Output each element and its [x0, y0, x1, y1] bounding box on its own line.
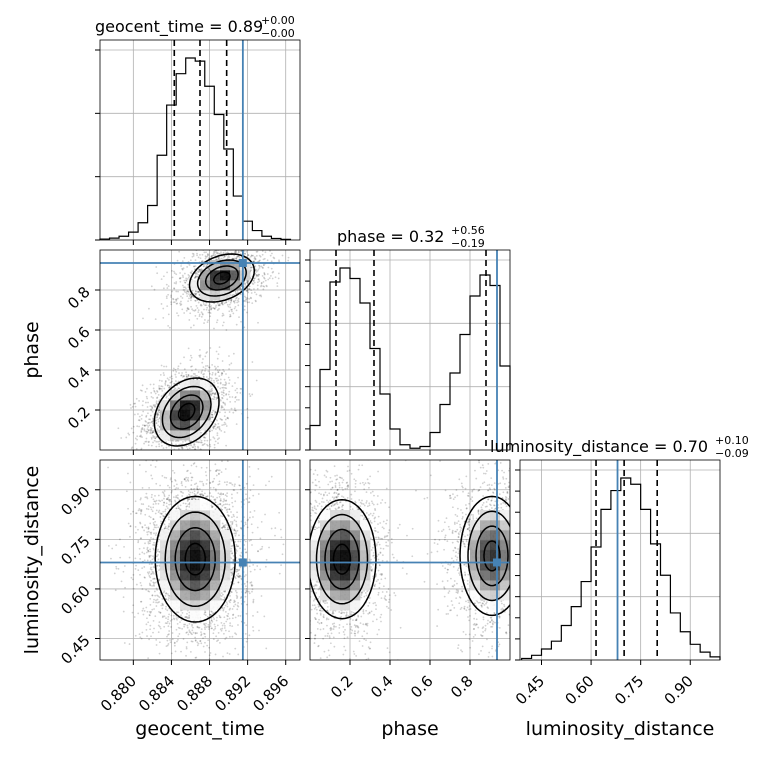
panel-geocent-time-vs-phase-truth-marker: [238, 259, 247, 267]
diag-luminosity-distance-ygrid: [520, 469, 720, 598]
panel-geocent-time-vs-phase-contour: [196, 259, 247, 297]
title-luminosity-distance-plus: +0.10: [715, 434, 749, 447]
xtick-label-luminosity-distance: 0.90: [661, 672, 697, 708]
ytick-label-luminosity-distance: 0.75: [57, 532, 93, 568]
xtick-label-phase: 0.4: [367, 672, 397, 702]
panel-phase-vs-luminosity-distance-density-cells: [310, 510, 510, 611]
ytick-label-luminosity-distance: 0.60: [57, 582, 93, 618]
panel-geocent-time-vs-luminosity-distance-contour: [174, 527, 216, 592]
panel-geocent-time-vs-luminosity-distance-contour: [164, 511, 226, 608]
panel-geocent-time-vs-phase-contour: [161, 385, 212, 439]
title-geocent-time: geocent_time = 0.89: [95, 17, 263, 37]
title-luminosity-distance-main: luminosity_distance = 0.70: [490, 437, 708, 457]
diag-geocent-time-frame: [99, 39, 301, 241]
title-phase-minus: −0.19: [451, 237, 485, 250]
xtick-label-luminosity-distance: 0.75: [611, 672, 647, 708]
title-geocent-time-main: geocent_time = 0.89: [95, 17, 263, 37]
panel-geocent-time-vs-phase-density-cells: [160, 260, 251, 441]
panel-phase-vs-luminosity-distance-contour: [483, 540, 501, 572]
ytick-label-phase: 0.4: [64, 363, 94, 393]
panel-geocent-time-vs-phase-contour: [213, 271, 231, 285]
panel-phase-vs-luminosity-distance-contour: [324, 528, 360, 590]
ylabel-luminosity-distance: luminosity_distance: [21, 466, 43, 655]
title-geocent-time-minus: −0.00: [261, 27, 295, 40]
panel-geocent-time-vs-phase-plot: [117, 250, 290, 450]
xtick-label-geocent-time: 0.880: [97, 672, 140, 715]
xtick-label-phase: 0.2: [327, 672, 357, 702]
panel-geocent-time-vs-luminosity-distance-truth-marker: [238, 558, 247, 567]
panel-geocent-time-vs-luminosity-distance-contour: [154, 495, 236, 623]
panel-geocent-time-vs-luminosity-distance-plot: [107, 460, 286, 660]
title-phase-main: phase = 0.32: [337, 227, 444, 246]
panel-geocent-time-vs-phase-frame: [99, 249, 301, 451]
title-luminosity-distance: luminosity_distance = 0.70: [490, 437, 708, 457]
panel-geocent-time-vs-phase-contour: [153, 377, 220, 447]
panel-geocent-time-vs-phase-contour: [177, 402, 196, 422]
panel-phase-vs-luminosity-distance-contour: [467, 510, 510, 602]
panel-geocent-time-vs-phase-contour: [188, 253, 256, 303]
title-phase-plus: +0.56: [451, 224, 485, 237]
panel-geocent-time-vs-phase-contour: [169, 394, 204, 430]
ylabel-phase: phase: [21, 321, 43, 378]
diag-phase-grid: [349, 250, 471, 450]
ytick-label-phase: 0.6: [64, 323, 94, 353]
panel-phase-vs-luminosity-distance-truth-marker: [493, 558, 501, 567]
diag-luminosity-distance-histogram: [521, 477, 721, 660]
xtick-label-phase: 0.6: [407, 672, 437, 702]
diag-geocent-time-histogram: [99, 57, 292, 240]
panel-phase-vs-luminosity-distance-contour: [315, 513, 369, 605]
panel-geocent-time-vs-phase-grid: [100, 250, 300, 450]
panel-phase-vs-luminosity-distance-contour: [332, 543, 352, 575]
title-geocent-time-plus: +0.00: [261, 14, 295, 27]
diag-phase-ygrid: [310, 259, 510, 388]
panel-phase-vs-luminosity-distance-plot: [310, 460, 510, 660]
xtick-label-geocent-time: 0.888: [173, 672, 216, 715]
panel-geocent-time-vs-luminosity-distance-density-cells: [160, 500, 231, 621]
xtick-label-luminosity-distance: 0.60: [561, 672, 597, 708]
diag-phase-frame: [309, 249, 511, 451]
ytick-label-luminosity-distance: 0.45: [57, 631, 93, 667]
diag-luminosity-distance-frame: [519, 459, 721, 661]
xlabel-phase: phase: [381, 718, 438, 740]
panel-phase-vs-luminosity-distance-contour: [459, 495, 510, 617]
xtick-label-luminosity-distance: 0.45: [512, 672, 548, 708]
diag-geocent-time-grid: [132, 40, 287, 240]
panel-phase-vs-luminosity-distance-contour: [475, 525, 509, 587]
ytick-label-luminosity-distance: 0.90: [57, 483, 93, 519]
ytick-label-phase: 0.2: [64, 403, 94, 433]
xtick-label-geocent-time: 0.896: [249, 672, 292, 715]
panel-phase-vs-luminosity-distance-contour: [310, 498, 377, 620]
xlabel-luminosity-distance: luminosity_distance: [526, 718, 715, 740]
panel-geocent-time-vs-luminosity-distance-contour: [184, 542, 206, 576]
panel-phase-vs-luminosity-distance-frame: [309, 459, 511, 661]
title-luminosity-distance-minus: −0.09: [715, 447, 749, 460]
panel-geocent-time-vs-luminosity-distance-frame: [99, 459, 301, 661]
xtick-label-geocent-time: 0.892: [211, 672, 254, 715]
xlabel-geocent-time: geocent_time: [135, 718, 264, 740]
ytick-label-phase: 0.8: [64, 283, 94, 313]
xtick-label-phase: 0.8: [447, 672, 477, 702]
diag-phase-histogram: [309, 267, 511, 450]
xtick-label-geocent-time: 0.884: [135, 672, 178, 715]
title-phase: phase = 0.32: [337, 227, 444, 246]
panel-geocent-time-vs-phase-contour: [204, 265, 239, 291]
